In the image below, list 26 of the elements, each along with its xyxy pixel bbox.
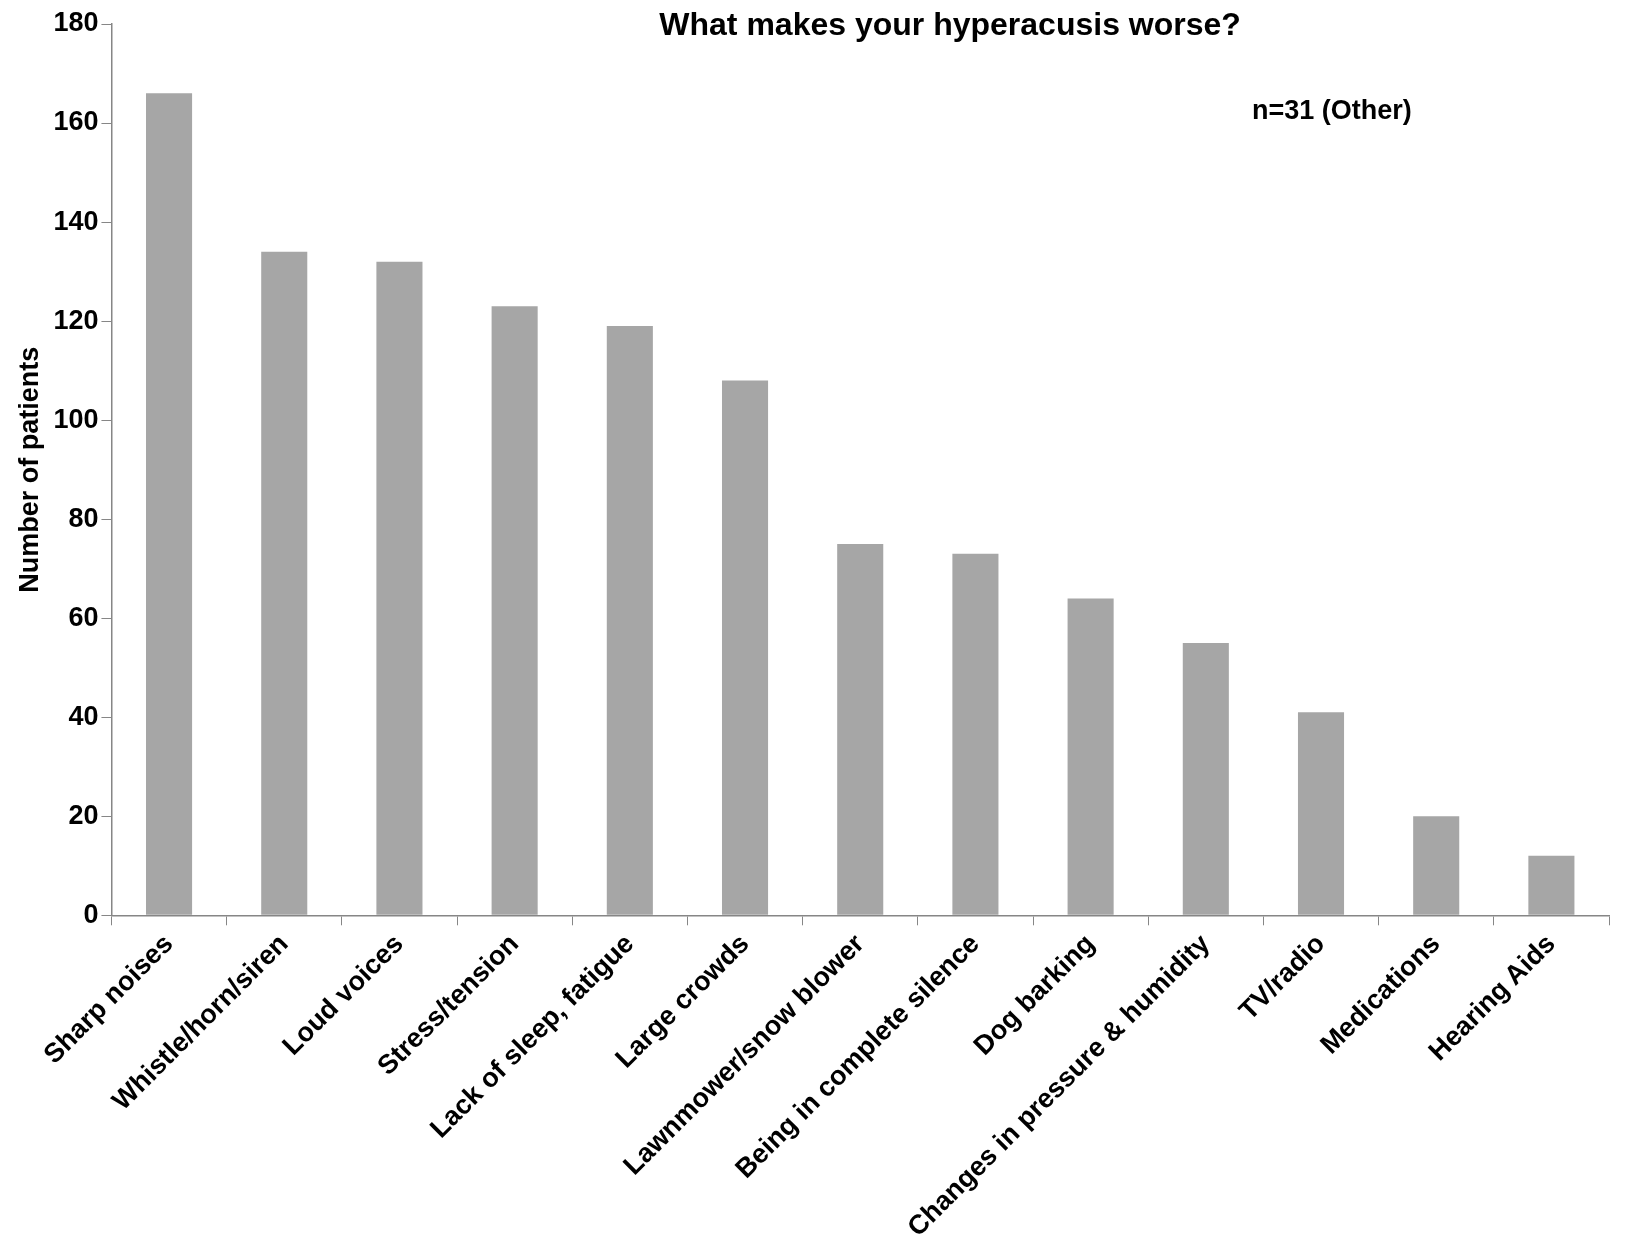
bar [146,93,193,915]
bar [1297,712,1345,915]
bar [952,553,999,915]
y-tick-label: 140 [53,205,99,236]
y-tick-label: 100 [53,403,99,434]
y-tick-label: 180 [53,7,99,38]
bar [1067,598,1114,915]
bar [376,261,423,915]
y-tick-label: 80 [68,502,99,533]
bar [491,306,538,915]
chart-title: What makes your hyperacusis worse? [659,5,1241,42]
bar [721,380,769,915]
bar [837,543,884,915]
y-tick-label: 20 [68,799,99,830]
bar [261,251,308,915]
bar [1182,642,1229,915]
bar [1528,855,1575,915]
y-axis-title: Number of patients [13,346,44,593]
y-tick-label: 0 [83,898,99,929]
y-tick-label: 60 [68,601,99,632]
annotation: n=31 (Other) [1252,95,1412,126]
y-tick-label: 40 [68,700,99,731]
bar [1413,816,1460,915]
y-tick-label: 120 [53,304,99,335]
bar [606,326,653,915]
y-tick-label: 160 [53,106,99,137]
